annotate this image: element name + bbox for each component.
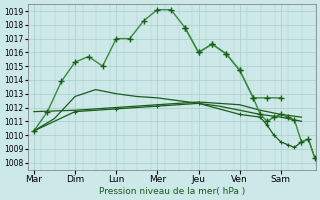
X-axis label: Pression niveau de la mer( hPa ): Pression niveau de la mer( hPa ) [99, 187, 245, 196]
